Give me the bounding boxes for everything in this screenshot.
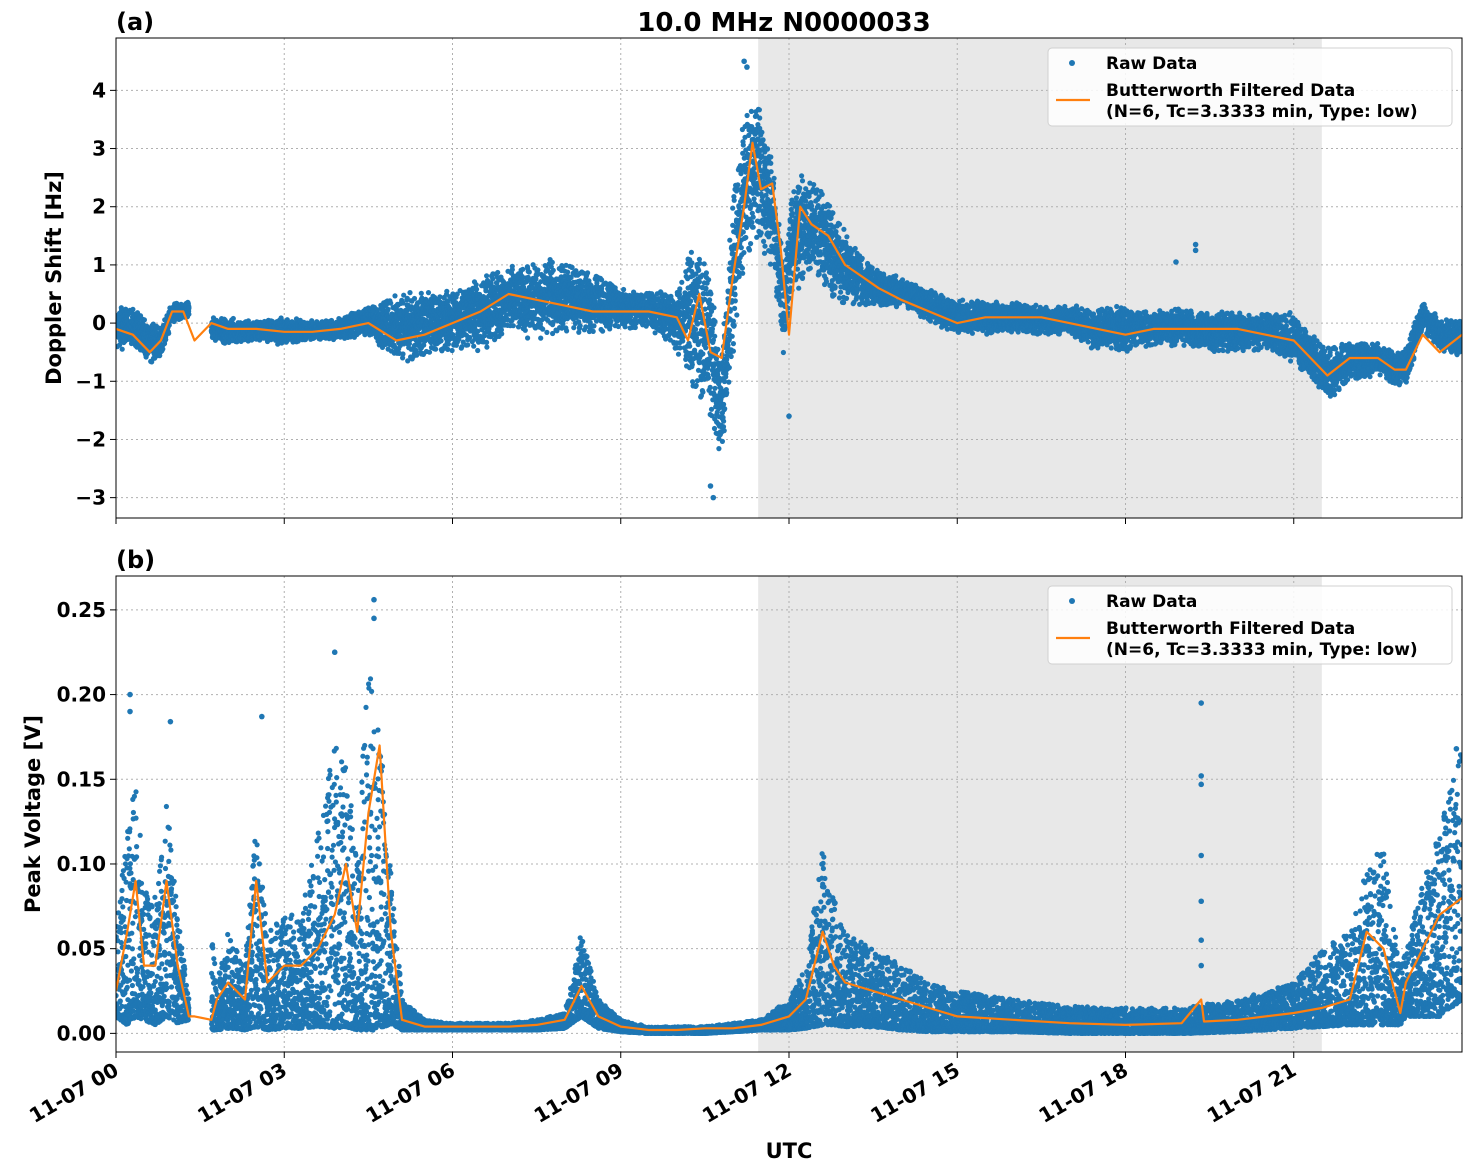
raw-data-point: [490, 276, 496, 282]
raw-data-point: [550, 267, 556, 273]
raw-data-point: [526, 269, 532, 275]
raw-data-point: [484, 273, 490, 279]
raw-data-point: [475, 347, 481, 354]
raw-data-point: [608, 318, 614, 324]
raw-data-point: [459, 344, 465, 350]
raw-data-point: [433, 346, 439, 352]
raw-data-point: [130, 306, 136, 312]
raw-data-point: [621, 286, 627, 293]
raw-data-point: [622, 324, 628, 330]
raw-data-point: [407, 290, 413, 296]
raw-data-point: [509, 267, 515, 273]
raw-data-point: [565, 269, 571, 275]
raw-data-point: [564, 328, 570, 334]
raw-data-point: [438, 338, 444, 344]
raw-data-point: [230, 315, 236, 322]
raw-data-point: [520, 266, 526, 272]
raw-data-point: [538, 335, 544, 341]
raw-data-point: [465, 342, 471, 348]
raw-data-point: [186, 311, 192, 317]
raw-data-point: [186, 305, 192, 311]
raw-data-point: [471, 343, 477, 349]
raw-data-point: [577, 323, 583, 329]
raw-data-point: [484, 344, 490, 350]
raw-data-point: [540, 326, 546, 332]
raw-data-point: [499, 331, 505, 337]
raw-data-point: [591, 323, 597, 329]
raw-data-point: [544, 329, 550, 335]
raw-data-point: [163, 337, 169, 343]
figure-title: 10.0 MHz N0000033: [637, 8, 930, 38]
raw-data-point: [510, 323, 516, 329]
raw-data-point: [426, 349, 433, 355]
raw-data-point: [160, 346, 166, 352]
raw-data-point: [413, 347, 419, 353]
raw-data-point: [411, 295, 418, 302]
raw-data-point: [484, 339, 490, 345]
raw-data-point: [522, 327, 528, 333]
raw-data-point: [444, 288, 450, 294]
raw-data-point: [400, 351, 406, 357]
raw-data-point: [117, 342, 123, 348]
raw-data-point: [474, 286, 480, 292]
raw-data-point: [495, 269, 501, 276]
raw-data-point: [141, 317, 147, 323]
raw-data-point: [525, 335, 531, 341]
raw-data-point: [157, 353, 163, 359]
raw-data-point: [473, 282, 479, 288]
raw-data-point: [549, 259, 555, 265]
raw-data-point: [585, 270, 591, 276]
raw-data-point: [425, 290, 432, 296]
raw-data-point: [632, 324, 638, 331]
raw-data-point: [119, 346, 125, 352]
raw-data-point: [388, 300, 394, 306]
raw-data-point: [590, 328, 596, 334]
raw-data-point: [449, 347, 455, 354]
raw-data-point: [418, 290, 424, 296]
raw-data-point: [600, 328, 606, 334]
raw-data-point: [392, 293, 398, 299]
raw-data-point: [385, 306, 391, 312]
plot-area: [116, 58, 1462, 501]
raw-data-point: [166, 330, 172, 336]
